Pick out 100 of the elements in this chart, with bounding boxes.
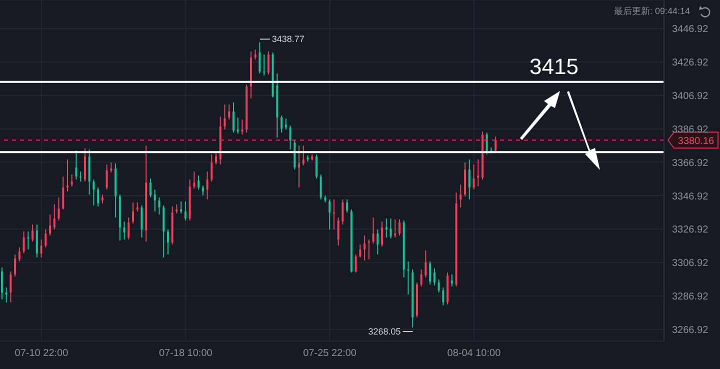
candlestick (0, 266, 3, 300)
candlestick (166, 229, 169, 255)
candlestick (154, 189, 156, 212)
candlestick (193, 171, 196, 190)
candlestick (224, 104, 226, 130)
candlestick (298, 145, 300, 188)
candlestick (106, 164, 108, 190)
y-tick-label: 3266.92 (672, 324, 709, 336)
candlestick (372, 216, 374, 244)
candlestick (53, 204, 56, 230)
y-tick-label: 3286.92 (672, 292, 709, 303)
x-tick-label: 07-10 22:00 (14, 348, 69, 360)
candlestick (92, 179, 95, 206)
candlestick (202, 185, 204, 196)
candlestick (381, 220, 384, 248)
candlestick (206, 171, 208, 200)
candlestick (44, 229, 47, 248)
candlestick (32, 224, 34, 242)
y-tick-label: 3306.92 (672, 258, 709, 270)
candlestick (368, 239, 370, 260)
candlestick (232, 102, 234, 134)
candlestick (18, 246, 20, 262)
candlestick (36, 224, 38, 258)
candlestick (184, 200, 186, 221)
candlestick (66, 158, 68, 192)
y-tick-label: 3346.92 (672, 191, 709, 202)
candlestick (280, 115, 283, 134)
candlestick (136, 202, 138, 212)
candlestick (254, 48, 256, 60)
candlestick (158, 196, 160, 215)
candlestick (75, 150, 78, 180)
y-tick-label: 3426.92 (672, 58, 709, 69)
candlestick (70, 174, 73, 188)
candlestick (442, 287, 444, 306)
candlestick (110, 162, 112, 174)
candlestick (284, 118, 287, 130)
candlestick (258, 42, 261, 74)
candlestick (5, 287, 8, 303)
y-tick-label: 3406.92 (672, 90, 709, 102)
candlestick (140, 204, 143, 238)
candlestick (332, 198, 335, 230)
candlestick (468, 158, 470, 200)
candlestick (342, 198, 344, 225)
candlestick (346, 198, 348, 213)
candlestick (337, 216, 340, 246)
candlestick (424, 250, 427, 278)
candlestick (14, 254, 16, 277)
candlestick (420, 268, 422, 288)
candlestick (58, 196, 60, 221)
candlestick (390, 218, 392, 240)
candlestick (385, 218, 388, 238)
candlestick (438, 278, 440, 294)
x-tick-label: 07-18 10:00 (158, 348, 213, 360)
candlestick (477, 158, 480, 188)
candlestick (328, 198, 331, 230)
candlestick (97, 187, 100, 207)
candlestick (49, 214, 52, 236)
x-tick-label: 08-04 10:00 (447, 348, 502, 360)
candlestick (62, 176, 64, 210)
candlestick (450, 274, 453, 288)
candlestick (263, 54, 266, 76)
candlestick (10, 270, 12, 303)
candlestick (241, 119, 244, 136)
candlestick (394, 218, 396, 238)
candlestick (80, 171, 82, 182)
annotation: 3268.05 (368, 326, 401, 337)
annotation: 3438.77 (272, 34, 304, 44)
candlestick (407, 260, 410, 296)
candlestick (359, 244, 362, 258)
candlestick (84, 148, 86, 182)
candlestick (123, 220, 126, 240)
annotation: 最后更新: 09:44:14 (614, 6, 690, 16)
candlestick (289, 125, 292, 150)
candlestick (22, 231, 25, 254)
candlestick (364, 235, 366, 261)
candlestick (320, 174, 322, 200)
y-tick-label: 3326.92 (672, 224, 709, 236)
candlestick (460, 184, 462, 208)
candlestick (40, 239, 42, 258)
candlestick (302, 145, 304, 166)
candlestick (398, 218, 400, 236)
candlestick (236, 117, 239, 134)
candlestick (27, 231, 30, 250)
candlestick (210, 154, 213, 182)
candlestick (198, 175, 200, 190)
candlestick (180, 200, 182, 214)
candlestick (128, 216, 130, 240)
y-tick-label: 3366.92 (672, 158, 709, 169)
candlestick (228, 104, 230, 120)
y-tick-label: 3446.92 (672, 24, 709, 36)
candlestick (149, 178, 152, 198)
candlestick (376, 229, 379, 255)
candlestick (215, 150, 218, 165)
candlestick (429, 260, 432, 285)
candlestick (315, 154, 318, 180)
candlestick (486, 132, 488, 155)
candlestick (176, 204, 178, 214)
candlestick (354, 254, 357, 273)
candlestick (267, 50, 270, 76)
candlestick (433, 268, 436, 286)
